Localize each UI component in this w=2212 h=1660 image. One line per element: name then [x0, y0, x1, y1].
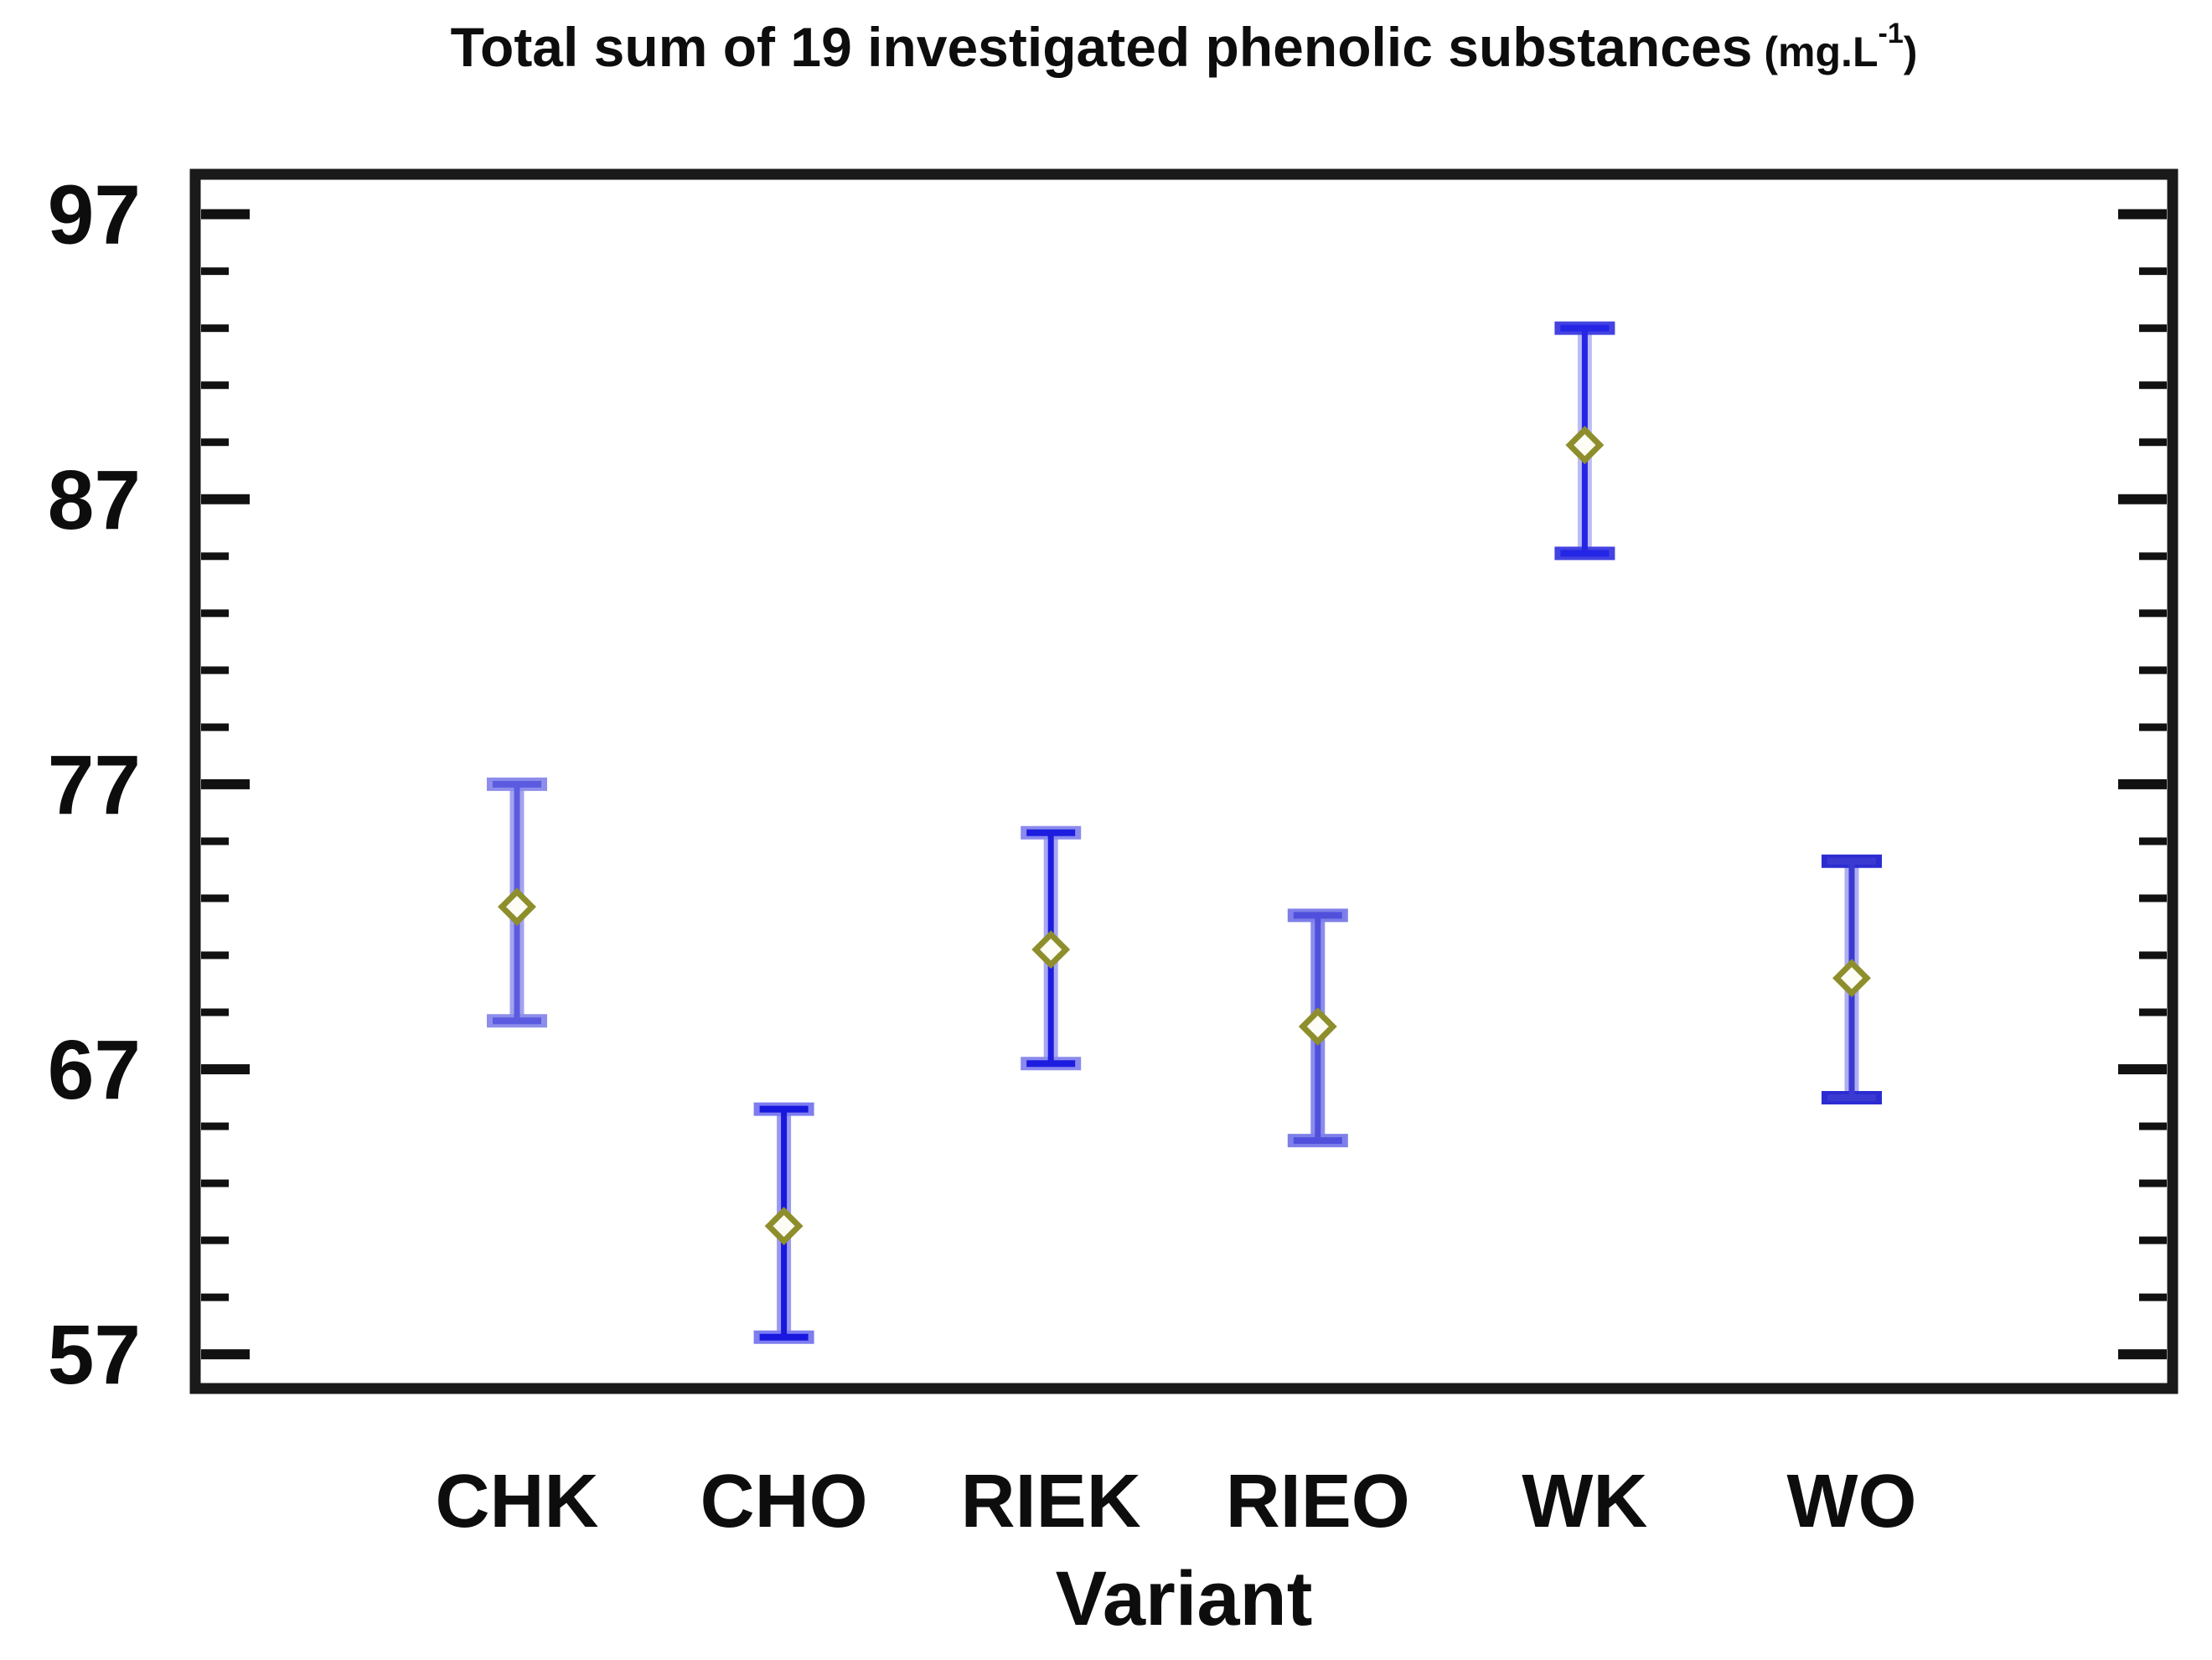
x-category-label: WO — [1787, 1460, 1917, 1544]
chart-title-units-close: ) — [1903, 28, 1918, 75]
y-minor-tick-left — [201, 894, 229, 902]
y-minor-tick-left — [201, 1122, 229, 1130]
y-tick-label: 77 — [48, 738, 141, 832]
y-minor-tick-right — [2139, 1236, 2167, 1244]
y-minor-tick-right — [2139, 1122, 2167, 1130]
y-minor-tick-right — [2139, 666, 2167, 675]
y-tick-label: 97 — [48, 168, 141, 262]
y-minor-tick-right — [2139, 1179, 2167, 1187]
mean-marker-diamond — [1031, 930, 1071, 970]
y-minor-tick-right — [2139, 1293, 2167, 1301]
y-minor-tick-right — [2139, 324, 2167, 333]
y-minor-tick-left — [201, 1008, 229, 1016]
mean-marker-diamond — [1832, 959, 1871, 998]
mean-marker-diamond — [1565, 426, 1605, 465]
y-minor-tick-right — [2139, 1008, 2167, 1016]
y-minor-tick-left — [201, 609, 229, 618]
error-bar-CHK — [486, 777, 547, 1028]
x-category-label: RIEO — [1226, 1460, 1410, 1544]
y-minor-tick-right — [2139, 723, 2167, 732]
error-bar-WO — [1821, 854, 1882, 1105]
y-minor-tick-left — [201, 324, 229, 333]
y-minor-tick-left — [201, 267, 229, 276]
y-major-tick-left — [201, 778, 250, 789]
y-major-tick-left — [201, 209, 250, 220]
y-tick-label: 57 — [48, 1308, 141, 1402]
y-major-tick-right — [2118, 1349, 2167, 1360]
y-major-tick-right — [2118, 778, 2167, 789]
y-major-tick-right — [2118, 209, 2167, 220]
y-minor-tick-right — [2139, 837, 2167, 846]
y-major-tick-right — [2118, 1064, 2167, 1075]
y-minor-tick-left — [201, 951, 229, 959]
y-minor-tick-left — [201, 1293, 229, 1301]
y-minor-tick-left — [201, 1179, 229, 1187]
x-category-label: WK — [1522, 1460, 1647, 1544]
x-category-label: CHO — [700, 1460, 868, 1544]
mean-marker-diamond — [498, 887, 536, 927]
chart-title: Total sum of 19 investigated phenolic su… — [195, 15, 2173, 79]
y-minor-tick-right — [2139, 267, 2167, 276]
y-major-tick-left — [201, 1064, 250, 1075]
error-bar-WK — [1554, 321, 1615, 561]
error-bar-CHO — [753, 1102, 814, 1344]
x-category-label: RIEK — [961, 1460, 1141, 1544]
x-axis-title: Variant — [1055, 1556, 1313, 1642]
y-minor-tick-right — [2139, 381, 2167, 390]
y-tick-label: 87 — [48, 453, 141, 547]
y-minor-tick-left — [201, 723, 229, 732]
y-minor-tick-right — [2139, 609, 2167, 618]
y-major-tick-right — [2118, 494, 2167, 504]
y-minor-tick-left — [201, 438, 229, 447]
y-minor-tick-left — [201, 666, 229, 675]
y-major-tick-left — [201, 1349, 250, 1360]
y-tick-label: 67 — [48, 1023, 141, 1117]
mean-marker-diamond — [1298, 1007, 1337, 1046]
x-category-label: CHK — [435, 1460, 598, 1544]
y-minor-tick-right — [2139, 951, 2167, 959]
y-minor-tick-right — [2139, 438, 2167, 447]
error-bar-RIEO — [1287, 908, 1348, 1148]
mean-marker-diamond — [764, 1207, 804, 1246]
y-minor-tick-left — [201, 552, 229, 561]
error-bar-RIEK — [1021, 825, 1082, 1071]
y-minor-tick-left — [201, 1236, 229, 1244]
y-major-tick-left — [201, 494, 250, 504]
y-minor-tick-right — [2139, 552, 2167, 561]
y-minor-tick-left — [201, 837, 229, 846]
y-minor-tick-right — [2139, 894, 2167, 902]
chart-title-units: (mg.L — [1764, 28, 1879, 75]
y-minor-tick-left — [201, 381, 229, 390]
chart-title-units-exponent: -1 — [1878, 18, 1904, 49]
chart-title-main: Total sum of 19 investigated phenolic su… — [450, 16, 1753, 78]
plot-frame — [189, 168, 2178, 1394]
